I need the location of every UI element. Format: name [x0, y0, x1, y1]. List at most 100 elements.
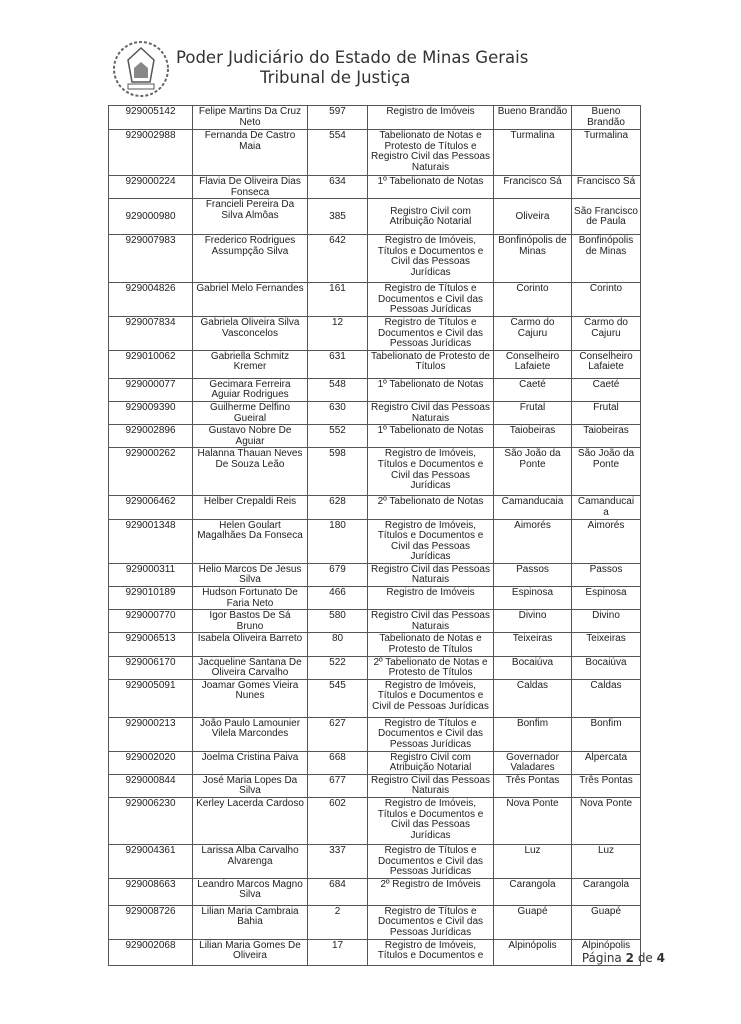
- code-cell: 628: [307, 495, 368, 520]
- table-row: 929002020 Joelma Cristina Paiva 668 Registr…: [108, 750, 641, 775]
- table-row: 929009390 Guilherme Delfino Gueiral 630 Reg…: [108, 400, 641, 426]
- municipality-cell: Teixeiras: [493, 632, 572, 657]
- registration-cell: 929007834: [108, 315, 193, 351]
- service-cell: Registro de Títulos e Documentos e Civil…: [367, 315, 494, 351]
- table-row: 929002896 Gustavo Nobre De Aguiar 552 1º Ta…: [108, 424, 641, 449]
- service-cell: Registro de Títulos e Documentos e Civil…: [367, 904, 494, 940]
- code-cell: 598: [307, 447, 368, 497]
- code-cell: 12: [307, 315, 368, 351]
- code-cell: 642: [307, 234, 368, 284]
- district-cell: Bueno Brandão: [571, 105, 641, 130]
- table-row: 929010062 Gabriella Schmitz Kremer 631 Tabe…: [108, 349, 641, 379]
- code-cell: 627: [307, 716, 368, 752]
- code-cell: 180: [307, 518, 368, 564]
- municipality-cell: Espinosa: [493, 586, 572, 611]
- municipality-cell: Frutal: [493, 400, 572, 426]
- code-cell: 684: [307, 877, 368, 906]
- name-cell: Joelma Cristina Paiva: [192, 750, 308, 775]
- service-cell: Registro de Imóveis: [367, 105, 494, 130]
- district-cell: Francisco Sá: [571, 174, 641, 200]
- municipality-cell: Turmalina: [493, 129, 572, 176]
- municipality-cell: Bueno Brandão: [493, 105, 572, 130]
- district-cell: Conselheiro Lafaiete: [571, 349, 641, 379]
- district-cell: Alpinópolis: [571, 938, 641, 966]
- table-row: 929000077 Gecimara Ferreira Aguiar Rodrig…: [108, 377, 641, 402]
- registration-cell: 929002896: [108, 424, 193, 449]
- registration-cell: 929002988: [108, 129, 193, 176]
- registration-cell: 929000311: [108, 562, 193, 588]
- name-cell: Lilian Maria Cambraia Bahia: [192, 904, 308, 940]
- municipality-cell: Corinto: [493, 282, 572, 317]
- municipality-cell: Alpinópolis: [493, 938, 572, 966]
- name-cell: João Paulo Lamounier Vilela Marcondes: [192, 716, 308, 752]
- district-cell: Caldas: [571, 678, 641, 718]
- municipality-cell: Caldas: [493, 678, 572, 718]
- table-row: 929006513 Isabela Oliveira Barreto 80 Tabel…: [108, 632, 641, 657]
- name-cell: Gabriella Schmitz Kremer: [192, 349, 308, 379]
- registration-cell: 929009390: [108, 400, 193, 426]
- district-cell: São Francisco de Paula: [571, 198, 641, 236]
- registration-cell: 929006170: [108, 655, 193, 680]
- district-cell: Frutal: [571, 400, 641, 426]
- district-cell: Guapé: [571, 904, 641, 940]
- table-row: 929000262 Halanna Thauan Neves De Souza L…: [108, 447, 641, 497]
- code-cell: 630: [307, 400, 368, 426]
- registration-cell: 929010189: [108, 586, 193, 611]
- name-cell: Gustavo Nobre De Aguiar: [192, 424, 308, 449]
- service-cell: Registro de Imóveis, Títulos e Documento…: [367, 447, 494, 497]
- municipality-cell: Guapé: [493, 904, 572, 940]
- code-cell: 580: [307, 609, 368, 634]
- code-cell: 161: [307, 282, 368, 317]
- service-cell: Registro Civil das Pessoas Naturais: [367, 773, 494, 798]
- service-cell: Registro de Títulos e Documentos e Civil…: [367, 282, 494, 317]
- municipality-cell: Aimorés: [493, 518, 572, 564]
- name-cell: Gecimara Ferreira Aguiar Rodrigues: [192, 377, 308, 402]
- district-cell: Espinosa: [571, 586, 641, 611]
- page-of: de: [637, 951, 653, 965]
- registration-cell: 929000213: [108, 716, 193, 752]
- district-cell: Carmo do Cajuru: [571, 315, 641, 351]
- registry-table: 929005142 Felipe Martins Da Cruz Neto 597 R…: [108, 105, 641, 966]
- district-cell: Turmalina: [571, 129, 641, 176]
- service-cell: Tabelionato de Protesto de Títulos: [367, 349, 494, 379]
- municipality-cell: Camanducaia: [493, 495, 572, 520]
- table-row: 929000844 José Maria Lopes Da Silva 677 Reg…: [108, 773, 641, 798]
- service-cell: Registro de Imóveis, Títulos e Documento…: [367, 678, 494, 718]
- table-row: 929005091 Joamar Gomes Vieira Nunes 545 Reg…: [108, 678, 641, 718]
- table-row: 929006170 Jacqueline Santana De Oliveira …: [108, 655, 641, 680]
- registration-cell: 929000844: [108, 773, 193, 798]
- name-cell: Jacqueline Santana De Oliveira Carvalho: [192, 655, 308, 680]
- district-cell: Corinto: [571, 282, 641, 317]
- municipality-cell: Nova Ponte: [493, 796, 572, 845]
- table-row: 929000770 Igor Bastos De Sá Bruno 580 Regis…: [108, 609, 641, 634]
- district-cell: Camanducai a: [571, 495, 641, 520]
- name-cell: Francieli Pereira Da Silva Almôas: [192, 198, 308, 236]
- district-cell: Bocaiúva: [571, 655, 641, 680]
- service-cell: Registro de Títulos e Documentos e Civil…: [367, 843, 494, 879]
- current-page: 2: [625, 951, 634, 965]
- table-row: 929006230 Kerley Lacerda Cardoso 602 Regist…: [108, 796, 641, 845]
- service-cell: 1º Tabelionato de Notas: [367, 174, 494, 200]
- name-cell: Flavia De Oliveira Dias Fonseca: [192, 174, 308, 200]
- municipality-cell: Bocaiúva: [493, 655, 572, 680]
- municipality-cell: Caeté: [493, 377, 572, 402]
- district-cell: Nova Ponte: [571, 796, 641, 845]
- registration-cell: 929001348: [108, 518, 193, 564]
- name-cell: Larissa Alba Carvalho Alvarenga: [192, 843, 308, 879]
- district-cell: Carangola: [571, 877, 641, 906]
- table-row: 929002068 Lilian Maria Gomes De Oliveira 1…: [108, 938, 641, 966]
- service-cell: 1º Tabelionato de Notas: [367, 377, 494, 402]
- coat-of-arms-seal-icon: [113, 41, 169, 97]
- table-row: 929005142 Felipe Martins Da Cruz Neto 597 R…: [108, 105, 641, 130]
- service-cell: Registro Civil com Atribuição Notarial: [367, 750, 494, 775]
- code-cell: 548: [307, 377, 368, 402]
- name-cell: Helio Marcos De Jesus Silva: [192, 562, 308, 588]
- code-cell: 17: [307, 938, 368, 966]
- table-row: 929008663 Leandro Marcos Magno Silva 684 2º…: [108, 877, 641, 906]
- service-cell: Registro de Imóveis, Títulos e Documento…: [367, 938, 494, 966]
- municipality-cell: Oliveira: [493, 198, 572, 236]
- code-cell: 554: [307, 129, 368, 176]
- registration-cell: 929008726: [108, 904, 193, 940]
- service-cell: Registro de Imóveis, Títulos e Documento…: [367, 518, 494, 564]
- name-cell: Felipe Martins Da Cruz Neto: [192, 105, 308, 130]
